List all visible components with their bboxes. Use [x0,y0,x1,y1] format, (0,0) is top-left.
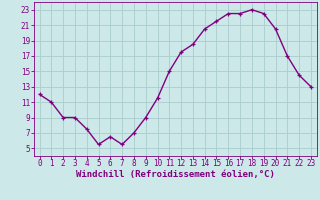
X-axis label: Windchill (Refroidissement éolien,°C): Windchill (Refroidissement éolien,°C) [76,170,275,179]
